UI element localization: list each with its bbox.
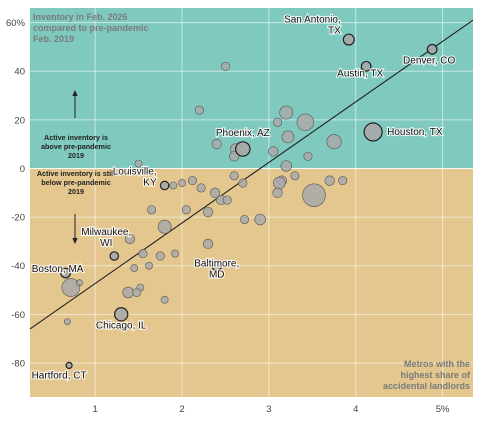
data-point — [171, 249, 179, 258]
data-point — [122, 286, 134, 299]
city-label: San Antonio, TX — [284, 15, 341, 37]
data-point — [187, 176, 197, 186]
labeled-data-point — [360, 60, 372, 72]
data-point — [194, 105, 204, 115]
below-2019-region — [30, 168, 473, 397]
labeled-data-point — [342, 33, 355, 46]
y-tick-label: -40 — [11, 261, 25, 272]
data-point — [211, 139, 222, 150]
data-point — [209, 187, 221, 198]
data-point — [254, 213, 266, 226]
up-arrow-icon — [72, 90, 78, 96]
data-point — [302, 183, 326, 207]
labeled-data-point — [363, 122, 383, 142]
data-point — [169, 181, 178, 190]
labeled-data-point — [159, 180, 170, 191]
data-point — [145, 261, 153, 270]
data-point — [147, 205, 157, 215]
data-point — [268, 146, 279, 157]
data-point — [290, 171, 300, 181]
city-label: Houston, TX — [387, 127, 443, 138]
down-arrow-icon — [72, 238, 78, 244]
data-point — [338, 176, 348, 186]
data-point — [64, 318, 71, 325]
y-tick-label: 0 — [20, 164, 25, 175]
labeled-data-point — [114, 307, 129, 322]
below-2019-note: Active inventory is still below pre-pande… — [37, 169, 115, 196]
labeled-data-point — [211, 260, 223, 272]
data-point — [138, 249, 148, 259]
data-point — [132, 287, 142, 297]
above-2019-region — [30, 8, 473, 169]
data-point — [238, 178, 248, 188]
data-point — [281, 130, 295, 144]
city-labels: San Antonio, TX Austin, TX Denver, CO Housto… — [30, 14, 456, 383]
data-point — [181, 205, 191, 215]
labeled-data-point — [235, 141, 251, 157]
above-2019-note: Active inventory is above pre-pandemic 201… — [41, 133, 111, 160]
city-label: Baltimore, MD — [194, 259, 239, 281]
data-point — [202, 207, 214, 218]
x-tick-label: 3 — [266, 404, 271, 415]
data-point — [61, 278, 81, 297]
city-label: Louisville, KY — [113, 166, 157, 188]
data-point — [124, 233, 135, 245]
data-point — [272, 176, 286, 190]
city-label: Hartford, CT — [32, 370, 87, 381]
y-axis-note: Inventory in Feb. 2026 compared to pre-pa… — [33, 12, 149, 44]
labeled-data-point — [60, 267, 72, 279]
labeled-data-point — [109, 251, 120, 261]
x-axis-note: Metros with the highest share of accidenta… — [383, 359, 471, 391]
data-point — [324, 175, 335, 186]
city-label: Phoenix, AZ — [216, 128, 270, 139]
data-point — [272, 187, 283, 198]
x-tick-label: 2 — [179, 404, 184, 415]
labeled-data-point — [65, 361, 73, 369]
x-tick-label: 4 — [353, 404, 358, 415]
data-point — [229, 171, 239, 181]
city-label: Chicago, IL — [96, 320, 147, 331]
x-tick-label: 1 — [92, 404, 97, 415]
data-point — [240, 215, 250, 225]
city-label: Boston, MA — [32, 264, 84, 275]
city-label: Austin, TX — [337, 68, 383, 79]
data-point — [155, 251, 165, 261]
data-point — [229, 151, 240, 162]
data-point — [279, 105, 294, 120]
y-tick-label: 60% — [6, 18, 26, 29]
data-point — [280, 160, 292, 172]
data-point — [130, 264, 139, 273]
data-point — [222, 195, 232, 205]
axis-ticks: 1 2 3 4 5% 60% 40 20 0 -20 -40 -60 -80 — [6, 18, 450, 415]
y-tick-label: -80 — [11, 358, 25, 369]
data-point — [160, 295, 169, 304]
data-point — [326, 134, 342, 150]
data-points — [60, 33, 438, 369]
y-tick-label: 40 — [14, 67, 25, 78]
data-point — [202, 238, 214, 249]
data-point — [303, 151, 313, 161]
data-point — [196, 183, 206, 193]
labeled-data-point — [426, 43, 438, 55]
data-point — [273, 117, 283, 127]
y-tick-label: 20 — [14, 115, 25, 126]
city-label: Denver, CO — [403, 55, 455, 66]
data-point — [76, 279, 83, 287]
city-label: Milwaukee, WI — [81, 227, 131, 249]
data-point — [157, 219, 172, 234]
y-tick-label: -60 — [11, 310, 25, 321]
y-tick-label: -20 — [11, 213, 25, 224]
data-point — [134, 159, 143, 168]
x-tick-label: 5% — [436, 404, 450, 415]
data-point — [220, 61, 230, 71]
trend-line — [29, 19, 474, 330]
data-point — [296, 113, 315, 131]
data-point — [178, 179, 186, 187]
